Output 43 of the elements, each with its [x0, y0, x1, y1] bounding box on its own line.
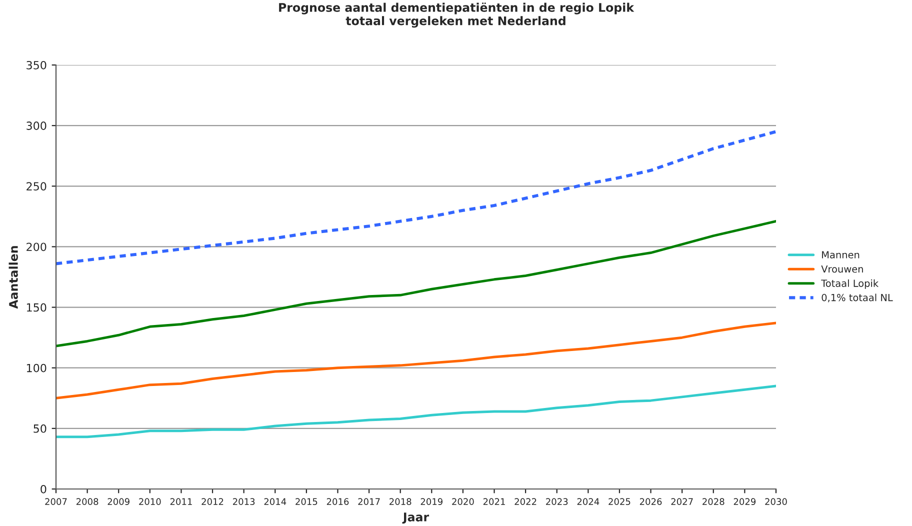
line-series [56, 220, 776, 348]
x-tick-label: 2024 [577, 498, 600, 506]
x-tick-label: 2011 [170, 498, 192, 506]
line-series [56, 384, 776, 438]
x-tick-label: 2016 [326, 498, 349, 506]
legend-label: 0,1% totaal NL [822, 294, 893, 302]
y-axis-title: Aantallen [8, 246, 18, 309]
y-tick-label: 250 [26, 182, 46, 191]
x-tick-label: 2014 [264, 498, 286, 506]
x-tick-label: 2008 [76, 498, 98, 506]
x-tick-label: 2020 [452, 498, 474, 506]
legend-label: Totaal Lopik [821, 279, 879, 289]
x-tick-label: 2025 [608, 498, 630, 506]
chart-title: Prognose aantal dementiepatiënten in de regio Lopik totaal vergeleken met Nederland [279, 2, 634, 28]
x-tick-label: 2018 [390, 498, 412, 506]
y-tick-label: 200 [26, 242, 46, 252]
x-tick-label: 2013 [233, 498, 255, 506]
y-tick-label: 100 [26, 364, 46, 372]
x-tick-label: 2029 [734, 498, 756, 506]
x-tick-label: 2023 [546, 498, 568, 506]
legend-label: Vrouwen [821, 265, 863, 273]
x-tick-label: 2007 [45, 498, 67, 506]
x-tick-label: 2012 [202, 498, 224, 506]
y-tick-label: 50 [34, 424, 46, 433]
y-tick-label: 350 [26, 60, 46, 70]
x-tick-label: 2009 [108, 498, 130, 506]
line-series [56, 322, 776, 400]
y-tick-label: 150 [26, 303, 46, 312]
y-tick-label: 300 [26, 122, 46, 130]
x-tick-label: 2017 [358, 498, 380, 506]
x-tick-label: 2026 [640, 498, 662, 506]
x-tick-label: 2030 [765, 498, 787, 506]
x-tick-label: 2027 [671, 498, 693, 506]
line-series [56, 130, 776, 266]
x-axis-title: Jaar [402, 512, 430, 524]
y-tick-label: 0 [40, 484, 46, 494]
x-tick-label: 2019 [420, 498, 443, 506]
x-tick-label: 2015 [296, 498, 318, 506]
x-tick-label: 2021 [483, 498, 505, 506]
x-tick-label: 2028 [702, 498, 724, 506]
x-tick-label: 2022 [514, 498, 536, 506]
x-tick-label: 2010 [139, 498, 161, 506]
legend-label: Mannen [822, 251, 860, 258]
